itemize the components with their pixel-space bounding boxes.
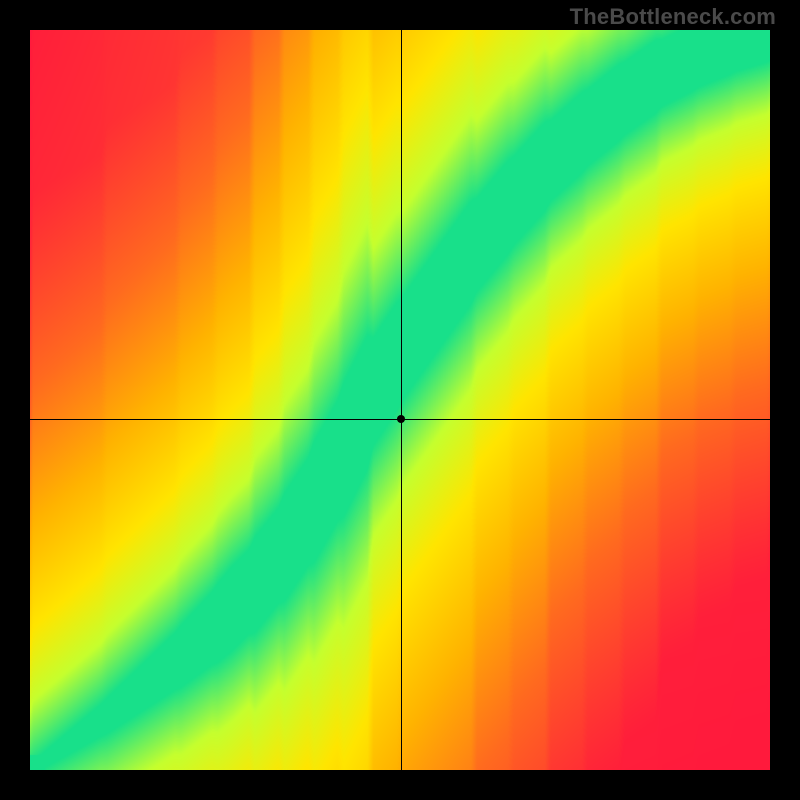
- heatmap-plot: [30, 30, 770, 770]
- watermark-text: TheBottleneck.com: [570, 4, 776, 30]
- crosshair-vertical: [401, 30, 402, 770]
- heatmap-canvas: [30, 30, 770, 770]
- chart-frame: TheBottleneck.com: [0, 0, 800, 800]
- crosshair-marker: [397, 415, 405, 423]
